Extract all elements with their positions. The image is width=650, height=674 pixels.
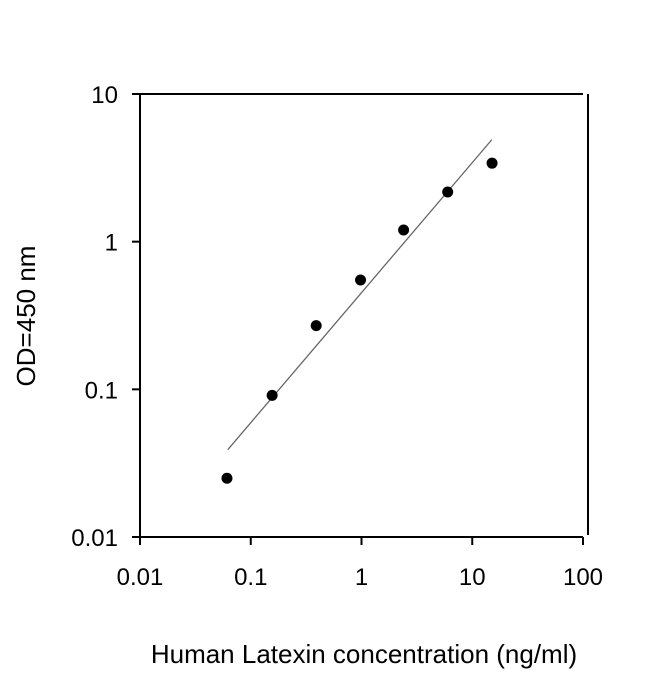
data-point [221,472,233,484]
data-point [398,224,410,236]
x-tick-label: 0.01 [117,564,164,591]
data-point [486,157,498,169]
x-tick-label: 100 [563,564,603,591]
y-tick-label: 0.1 [85,377,118,404]
data-point [355,274,367,286]
y-axis-title: OD=450 nm [11,246,41,387]
data-point [310,320,322,332]
data-point [266,389,278,401]
y-tick-label: 1 [105,230,118,257]
y-tick-label: 0.01 [71,525,118,552]
data-point [442,186,454,198]
x-tick-label: 1 [355,564,368,591]
plot-frame [139,93,589,538]
x-axis-ticks: 0.01 0.1 1 10 100 [117,537,603,591]
x-tick-label: 10 [459,564,486,591]
y-tick-label: 10 [91,82,118,109]
regression-line [227,139,493,451]
y-axis-ticks: 0.01 0.1 1 10 [71,82,140,552]
fit-line [227,139,493,451]
x-axis-title: Human Latexin concentration (ng/ml) [151,639,577,669]
data-points [221,157,498,484]
x-tick-label: 0.1 [234,564,267,591]
